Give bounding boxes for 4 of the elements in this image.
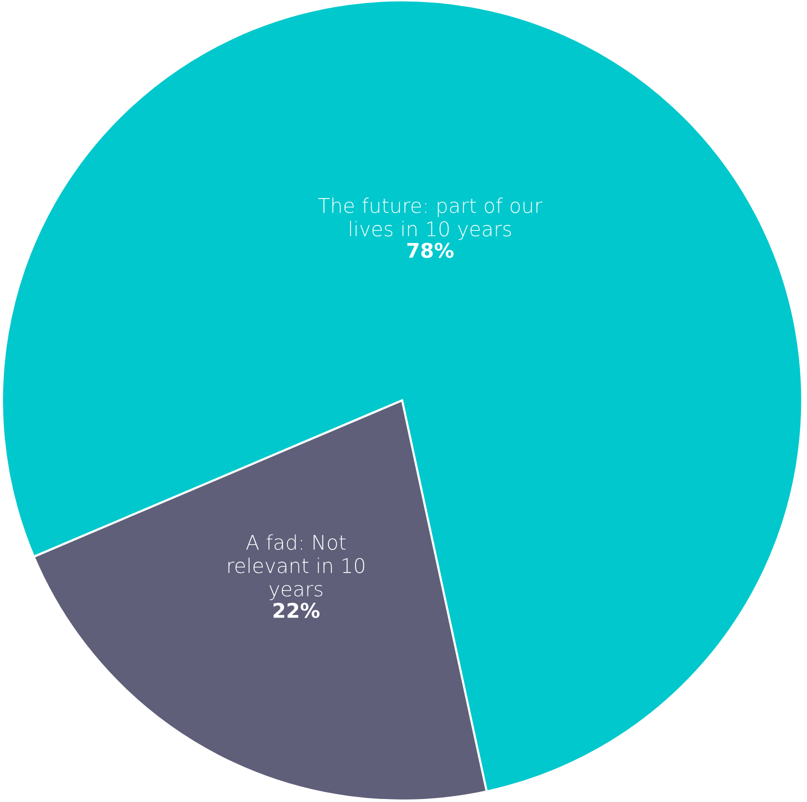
data-label: 78% (407, 242, 454, 258)
slice-label: A fad: Not relevant in 10 years (228, 534, 364, 600)
slice-label: The future: part of our lives in 10 years (318, 198, 542, 240)
data-label: 22% (274, 602, 320, 618)
